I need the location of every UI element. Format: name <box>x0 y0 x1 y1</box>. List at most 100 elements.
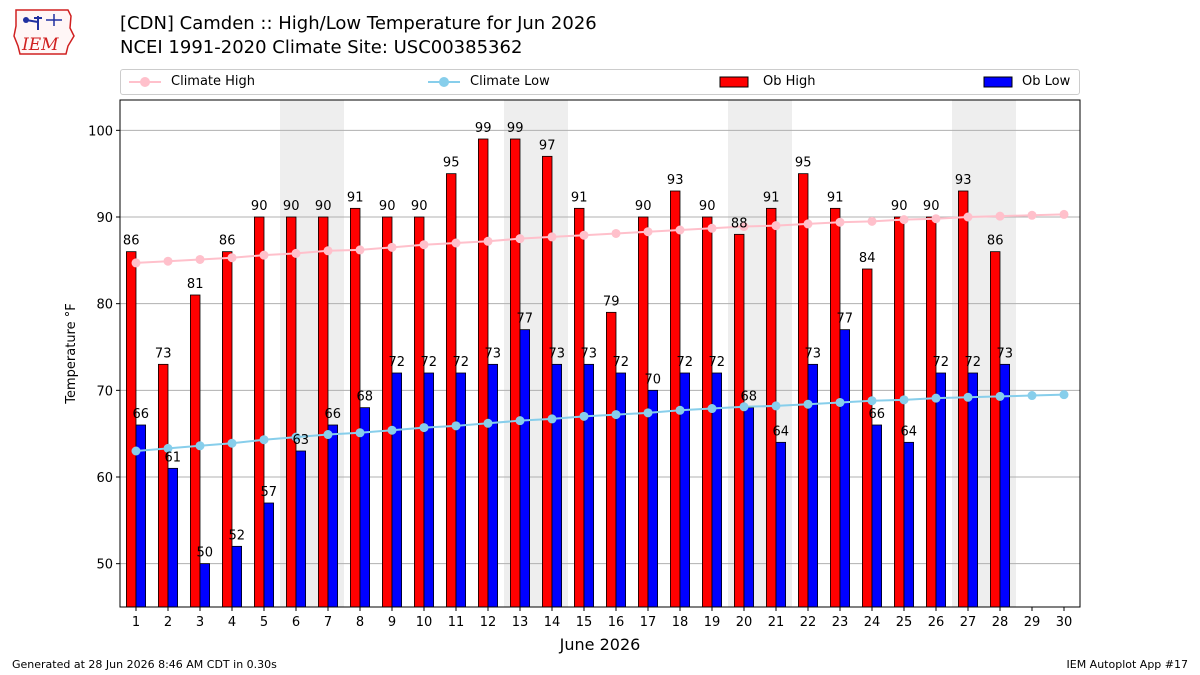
bar-label-high-11: 95 <box>443 156 460 171</box>
point-climate-high-22 <box>803 219 813 229</box>
point-climate-low-17 <box>643 408 653 418</box>
line-climate-high <box>135 213 1065 264</box>
y-tick-label-50: 50 <box>96 558 113 573</box>
point-climate-high-13 <box>515 234 525 244</box>
x-tick-label-26: 26 <box>928 615 945 630</box>
bar-low-9 <box>391 372 403 608</box>
x-tick-label-29: 29 <box>1024 615 1041 630</box>
bar-low-13 <box>519 329 531 608</box>
point-climate-low-1 <box>131 446 141 456</box>
point-climate-high-29 <box>1027 210 1037 220</box>
bar-low-25 <box>903 441 915 608</box>
bar-high-25 <box>894 216 905 608</box>
bar-label-low-26: 72 <box>933 355 950 370</box>
point-climate-high-8 <box>355 245 365 255</box>
bar-high-1 <box>126 251 137 608</box>
bar-high-6 <box>285 216 297 608</box>
x-tick-label-27: 27 <box>960 615 977 630</box>
point-climate-high-16 <box>611 228 621 238</box>
x-tick-label-16: 16 <box>608 615 625 630</box>
bar-label-high-9: 90 <box>379 199 396 214</box>
x-tick-label-10: 10 <box>416 615 433 630</box>
bar-label-high-18: 93 <box>667 173 684 188</box>
point-climate-low-24 <box>867 396 877 406</box>
point-climate-low-29 <box>1027 391 1037 401</box>
bar-high-14 <box>542 155 553 608</box>
point-climate-low-6 <box>291 432 301 442</box>
point-climate-low-10 <box>419 423 429 433</box>
point-climate-high-30 <box>1059 209 1069 219</box>
bar-low-8 <box>359 407 371 608</box>
x-tick-label-3: 3 <box>196 615 204 630</box>
bar-label-low-14: 73 <box>549 346 566 361</box>
point-climate-low-8 <box>355 428 365 438</box>
bar-label-low-9: 72 <box>389 355 406 370</box>
bar-high-12 <box>477 138 489 608</box>
y-tick-label-90: 90 <box>96 211 113 226</box>
x-tick-label-12: 12 <box>480 615 497 630</box>
bar-high-26 <box>926 216 937 608</box>
point-climate-low-18 <box>675 405 685 415</box>
point-climate-low-21 <box>771 401 781 411</box>
bar-series <box>126 138 1011 608</box>
bar-low-15 <box>583 363 595 608</box>
bar-label-high-20: 88 <box>731 216 748 231</box>
point-climate-high-11 <box>451 238 461 248</box>
x-tick-label-28: 28 <box>992 615 1009 630</box>
bar-label-low-17: 70 <box>645 372 662 387</box>
bar-label-low-11: 72 <box>453 355 470 370</box>
x-axis-label: June 2026 <box>559 635 641 654</box>
point-climate-high-7 <box>323 246 333 256</box>
bar-label-low-18: 72 <box>677 355 694 370</box>
legend-label-ob-low: Ob Low <box>1022 74 1071 89</box>
legend-label-climate-high: Climate High <box>171 74 256 89</box>
bar-high-10 <box>413 216 425 608</box>
bar-low-17 <box>647 389 659 608</box>
point-climate-low-12 <box>483 418 493 428</box>
bar-label-high-27: 93 <box>955 173 972 188</box>
bar-high-15 <box>574 207 585 608</box>
x-tick-label-19: 19 <box>704 615 721 630</box>
bar-label-low-8: 68 <box>357 390 374 405</box>
bar-label-high-2: 73 <box>155 346 172 361</box>
bar-label-high-28: 86 <box>987 234 1004 249</box>
bar-high-22 <box>798 173 809 608</box>
bar-label-high-10: 90 <box>411 199 428 214</box>
bar-high-20 <box>734 233 745 608</box>
bar-low-12 <box>487 363 499 608</box>
legend-label-climate-low: Climate Low <box>470 74 550 89</box>
point-climate-low-25 <box>899 395 909 405</box>
bar-label-low-28: 73 <box>997 346 1014 361</box>
legend-marker-ob-high <box>719 76 749 88</box>
bar-label-low-5: 57 <box>261 485 278 500</box>
point-climate-low-22 <box>803 399 813 409</box>
bar-high-18 <box>670 190 681 608</box>
bar-low-7 <box>327 424 339 608</box>
bar-high-13 <box>509 138 521 608</box>
bar-label-low-22: 73 <box>805 346 822 361</box>
legend-label-ob-high: Ob High <box>763 74 816 89</box>
legend-marker-climate-low <box>428 77 460 87</box>
y-tick-label-80: 80 <box>96 298 113 313</box>
bar-low-28 <box>999 363 1011 608</box>
chart-title: [CDN] Camden :: High/Low Temperature for… <box>120 13 597 34</box>
bar-high-2 <box>157 363 169 608</box>
bar-label-low-21: 64 <box>773 424 790 439</box>
bar-low-3 <box>199 563 211 608</box>
bar-low-5 <box>263 502 275 608</box>
point-climate-low-27 <box>963 392 973 402</box>
point-climate-low-28 <box>995 391 1005 401</box>
bar-label-low-15: 73 <box>581 346 598 361</box>
bar-label-low-1: 66 <box>133 407 150 422</box>
chart-subtitle: NCEI 1991-2020 Climate Site: USC00385362 <box>120 37 523 58</box>
iem-logo: IEM <box>13 9 75 55</box>
x-tick-label-6: 6 <box>292 615 300 630</box>
bar-label-high-25: 90 <box>891 199 908 214</box>
x-tick-label-18: 18 <box>672 615 689 630</box>
point-climate-low-2 <box>163 443 173 453</box>
x-tick-label-14: 14 <box>544 615 561 630</box>
point-climate-low-14 <box>547 414 557 424</box>
point-climate-high-26 <box>931 214 941 224</box>
bar-label-high-21: 91 <box>763 190 780 205</box>
